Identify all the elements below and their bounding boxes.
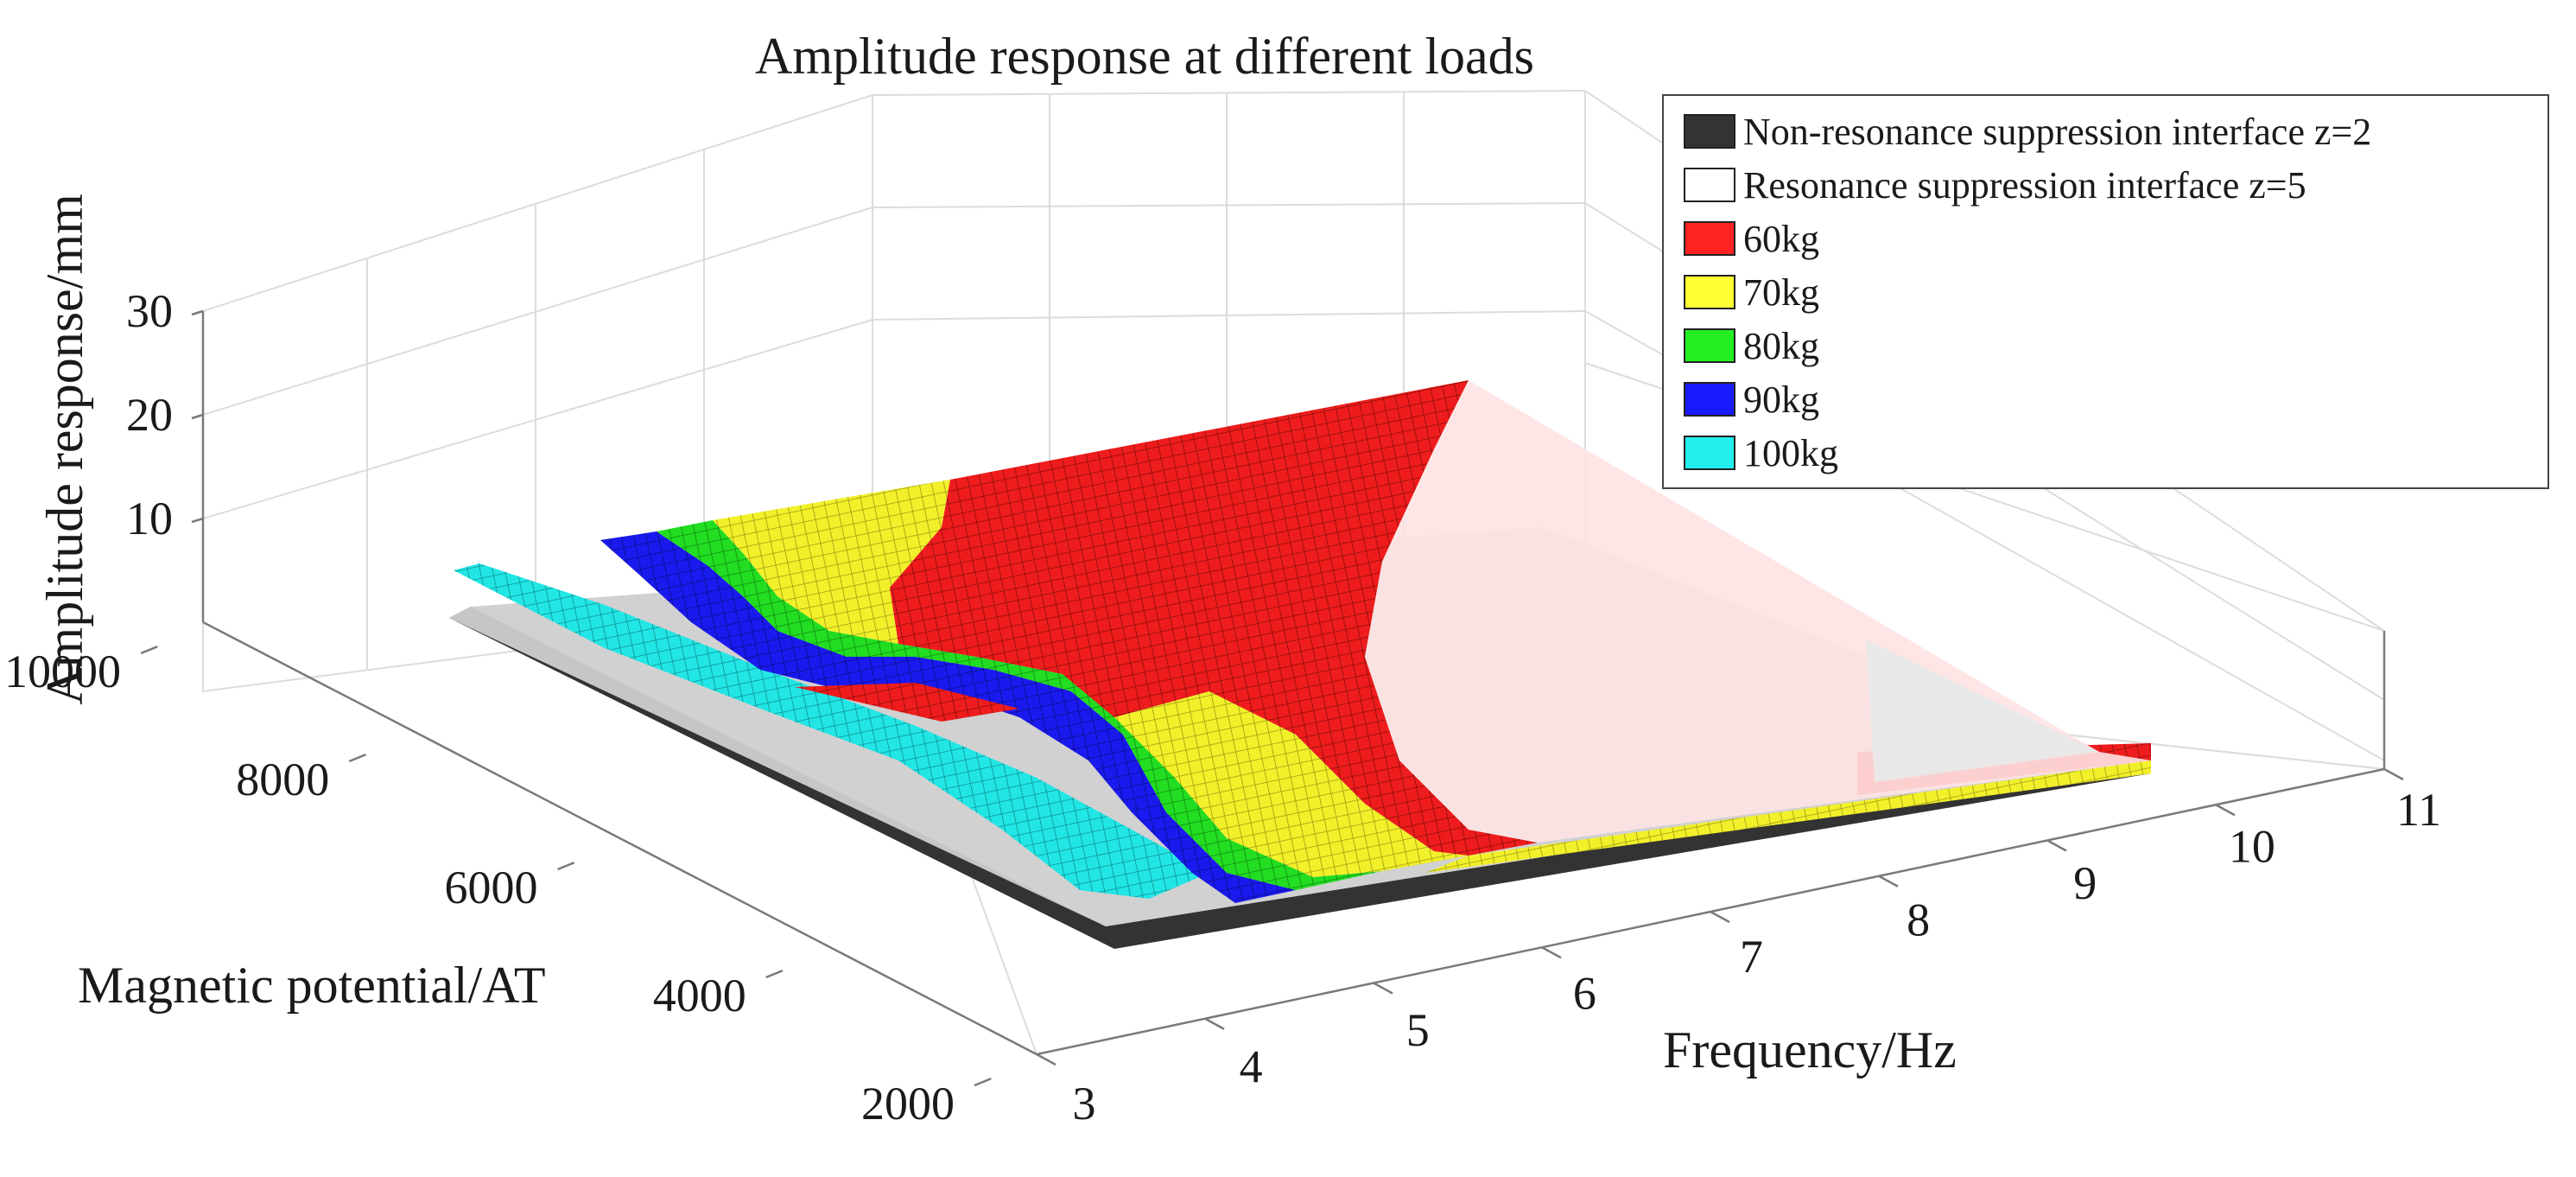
legend-label: Resonance suppression interface z=5 (1743, 164, 2306, 207)
legend-label: 60kg (1743, 218, 1819, 260)
z-tick-mark (191, 413, 204, 420)
surface-100kg (454, 563, 1209, 899)
z-tick-label: 20 (126, 389, 173, 441)
x-tick-mark (2383, 767, 2404, 781)
y-tick-label: 4000 (653, 970, 746, 1021)
x-tick-label: 7 (1740, 931, 1763, 983)
chart-title: Amplitude response at different loads (755, 28, 1534, 85)
x-tick-mark (1878, 875, 1899, 888)
x-tick-mark (1541, 946, 1562, 959)
legend: Non-resonance suppression interface z=2 R… (1662, 94, 2549, 489)
x-tick-label: 8 (1907, 894, 1930, 946)
legend-label: 90kg (1743, 379, 1819, 421)
y-tick-mark (765, 970, 784, 979)
interface-plane-z5-right (1866, 639, 2099, 782)
legend-label: 80kg (1743, 325, 1819, 367)
legend-swatch (1684, 114, 1735, 149)
legend-label: 70kg (1743, 271, 1819, 314)
x-tick-mark (1204, 1017, 1225, 1030)
x-tick-mark (2046, 839, 2067, 852)
x-tick-label: 6 (1573, 968, 1596, 1020)
x-axis-label: Frequency/Hz (1663, 1021, 1957, 1078)
x-tick-label: 11 (2396, 784, 2441, 836)
surface-80kg (657, 520, 1382, 890)
x-tick-mark (2215, 804, 2236, 817)
x-ticks: 3 4 5 6 7 8 9 10 11 (1036, 767, 2441, 1129)
legend-swatch (1684, 436, 1735, 470)
legend-label: Non-resonance suppression interface z=2 (1743, 111, 2371, 153)
x-tick-label: 10 (2229, 821, 2275, 873)
z-tick-label: 30 (126, 285, 173, 337)
y-tick-label: 10000 (4, 646, 121, 697)
y-tick-mark (557, 862, 575, 871)
legend-swatch (1684, 328, 1735, 363)
z-ticks: 10 20 30 (126, 285, 204, 544)
surface-70kg (713, 480, 2151, 877)
y-tick-label: 2000 (861, 1078, 955, 1129)
x-tick-mark (1710, 910, 1730, 924)
legend-swatch (1684, 382, 1735, 417)
y-ticks: 2000 4000 6000 8000 10000 (4, 646, 992, 1129)
legend-label: 100kg (1743, 432, 1838, 474)
z-axis-label: Amplitude response/mm (36, 194, 93, 705)
y-tick-mark (348, 754, 366, 763)
x-tick-mark (1036, 1053, 1056, 1066)
y-tick-label: 6000 (445, 862, 538, 913)
y-tick-mark (140, 646, 158, 655)
y-tick-mark (974, 1078, 992, 1087)
y-tick-label: 8000 (236, 754, 329, 805)
z-tick-label: 10 (126, 493, 173, 544)
legend-swatch (1684, 168, 1735, 202)
legend-swatch (1684, 221, 1735, 256)
legend-swatch (1684, 275, 1735, 309)
x-tick-label: 3 (1073, 1078, 1096, 1129)
z-tick-mark (191, 309, 204, 316)
y-axis-label: Magnetic potential/AT (78, 957, 546, 1014)
x-tick-mark (1373, 982, 1393, 995)
x-tick-label: 5 (1406, 1004, 1430, 1056)
z-tick-mark (191, 517, 204, 524)
x-tick-label: 4 (1240, 1041, 1263, 1093)
surface-90kg (600, 531, 1296, 903)
x-tick-label: 9 (2073, 857, 2097, 909)
